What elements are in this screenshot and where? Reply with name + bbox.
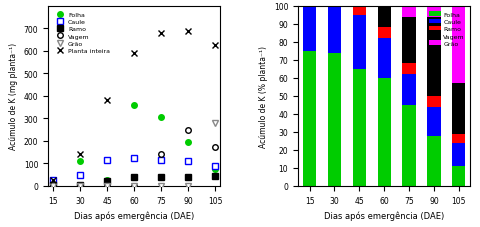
Bar <box>427 136 441 186</box>
Bar <box>452 166 466 186</box>
Bar <box>402 64 416 75</box>
X-axis label: Dias após emergência (DAE): Dias após emergência (DAE) <box>74 210 194 220</box>
Bar <box>427 7 441 17</box>
Y-axis label: Acúmulo de K (mg planta⁻¹): Acúmulo de K (mg planta⁻¹) <box>9 43 18 150</box>
Bar <box>353 16 366 69</box>
Bar <box>427 107 441 136</box>
Bar <box>452 134 466 143</box>
Bar <box>378 28 391 39</box>
Bar <box>378 79 391 186</box>
Bar <box>328 53 341 186</box>
Bar <box>402 75 416 105</box>
Bar <box>353 69 366 186</box>
Legend: Folha, Caule, Ramo, Vagem, Grão: Folha, Caule, Ramo, Vagem, Grão <box>426 10 467 49</box>
Bar <box>427 96 441 107</box>
Bar <box>303 52 316 186</box>
Legend: Folha, Caule, Ramo, Vagem, Grão, Planta inteira: Folha, Caule, Ramo, Vagem, Grão, Planta … <box>51 10 112 56</box>
Bar <box>452 84 466 134</box>
Y-axis label: Acúmulo de K (% planta⁻¹): Acúmulo de K (% planta⁻¹) <box>259 46 268 147</box>
Bar <box>378 7 391 28</box>
Bar <box>378 39 391 79</box>
Bar <box>353 7 366 16</box>
Bar <box>452 143 466 166</box>
Bar <box>328 7 341 53</box>
Bar <box>427 17 441 96</box>
Bar <box>402 7 416 17</box>
Bar <box>402 105 416 186</box>
Bar <box>303 7 316 52</box>
X-axis label: Dias após emergência (DAE): Dias após emergência (DAE) <box>324 210 444 220</box>
Bar <box>402 17 416 64</box>
Bar <box>452 7 466 84</box>
